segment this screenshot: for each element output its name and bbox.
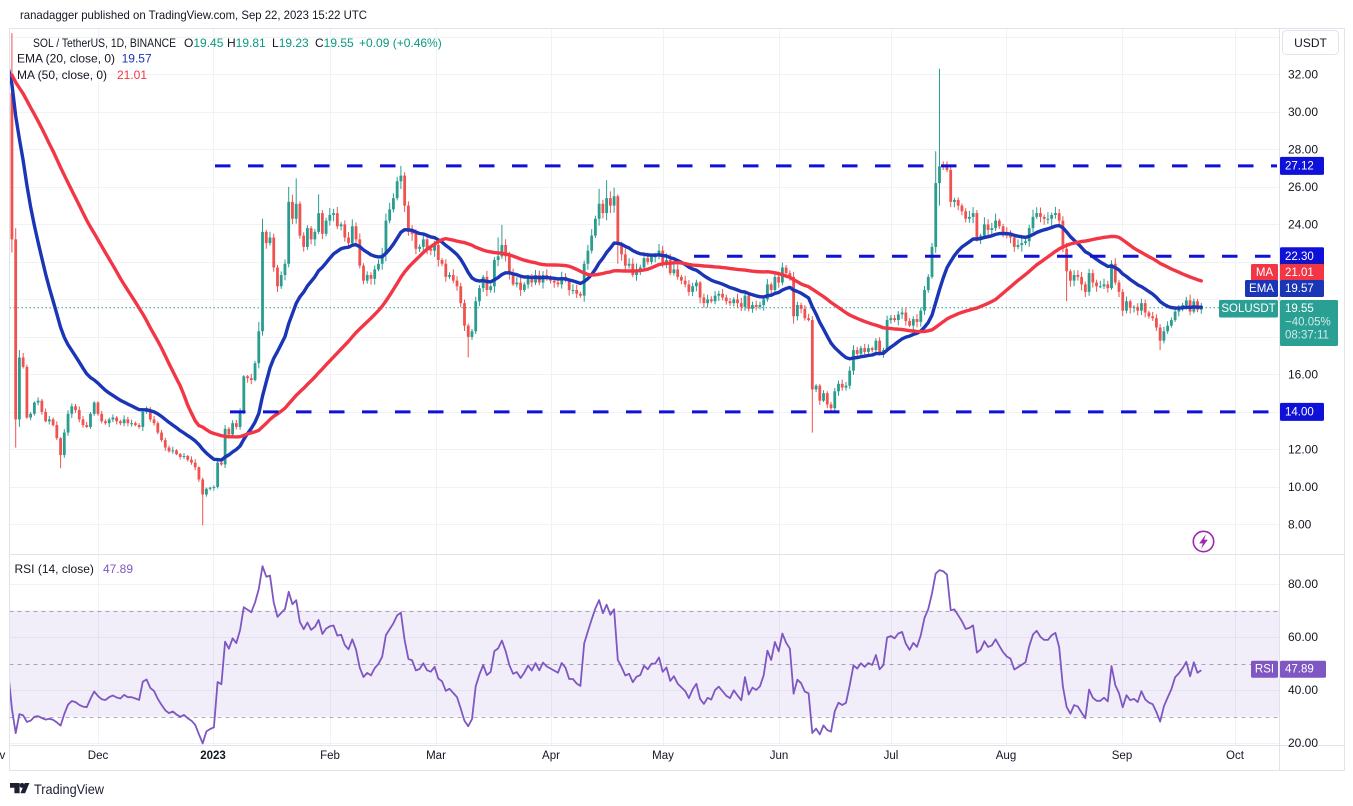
svg-text:Dec: Dec — [88, 750, 109, 762]
svg-text:May: May — [652, 750, 674, 762]
svg-text:47.89: 47.89 — [1285, 664, 1314, 676]
svg-text:MA: MA — [1256, 267, 1274, 279]
svg-text:MA (50, close, 0)21.01: MA (50, close, 0) 21.01 — [17, 68, 147, 82]
svg-text:60.00: 60.00 — [1288, 630, 1318, 644]
svg-text:30.00: 30.00 — [1288, 105, 1318, 119]
svg-text:RSI: RSI — [1255, 664, 1274, 676]
svg-text:EMA (20, close, 0)19.57: EMA (20, close, 0) 19.57 — [17, 52, 152, 66]
svg-text:40.00: 40.00 — [1288, 683, 1318, 697]
svg-text:26.00: 26.00 — [1288, 180, 1318, 194]
svg-text:Aug: Aug — [996, 750, 1016, 762]
svg-text:12.00: 12.00 — [1288, 442, 1318, 456]
svg-text:19.57: 19.57 — [1285, 283, 1314, 295]
svg-text:19.55: 19.55 — [1285, 303, 1314, 315]
svg-text:08:37:11: 08:37:11 — [1285, 330, 1329, 342]
svg-text:EMA: EMA — [1249, 283, 1274, 295]
svg-text:TradingView: TradingView — [34, 781, 105, 797]
svg-text:Apr: Apr — [542, 750, 560, 762]
svg-text:27.12: 27.12 — [1285, 160, 1314, 172]
svg-text:14.00: 14.00 — [1285, 406, 1314, 418]
svg-text:USDT: USDT — [1294, 36, 1327, 50]
svg-text:21.01: 21.01 — [1285, 267, 1314, 279]
svg-text:−40.05%: −40.05% — [1285, 317, 1331, 329]
svg-text:Nov: Nov — [0, 750, 5, 762]
svg-text:Jun: Jun — [770, 750, 789, 762]
svg-text:32.00: 32.00 — [1288, 67, 1318, 81]
svg-text:22.30: 22.30 — [1285, 251, 1314, 263]
svg-text:RSI (14, close)47.89: RSI (14, close) 47.89 — [15, 562, 134, 576]
svg-text:ranadagger published on Tradin: ranadagger published on TradingView.com,… — [20, 8, 367, 22]
svg-text:10.00: 10.00 — [1288, 480, 1318, 494]
svg-text:Oct: Oct — [1226, 750, 1245, 762]
svg-text:8.00: 8.00 — [1288, 518, 1312, 532]
svg-text:Jul: Jul — [884, 750, 899, 762]
svg-text:16.00: 16.00 — [1288, 367, 1318, 381]
svg-text:Feb: Feb — [320, 750, 340, 762]
svg-text:28.00: 28.00 — [1288, 142, 1318, 156]
svg-text:Sep: Sep — [1112, 750, 1132, 762]
svg-text:80.00: 80.00 — [1288, 577, 1318, 591]
svg-text:SOLUSDT: SOLUSDT — [1221, 303, 1275, 315]
svg-text:Mar: Mar — [426, 750, 446, 762]
svg-text:20.00: 20.00 — [1288, 736, 1318, 750]
svg-text:24.00: 24.00 — [1288, 217, 1318, 231]
svg-text:2023: 2023 — [200, 750, 226, 762]
